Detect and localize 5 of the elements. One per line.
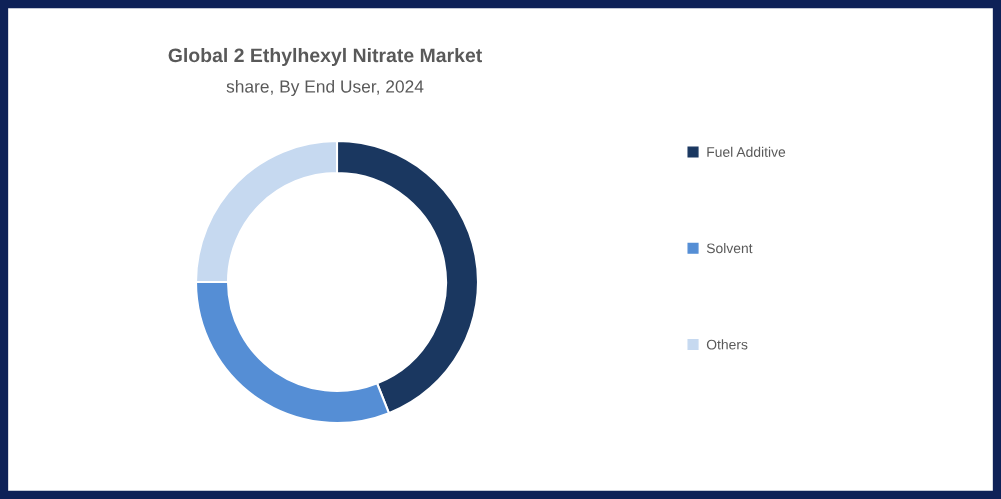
legend-label: Fuel Additive	[707, 146, 786, 157]
chart-title: Global 2 Ethylhexyl Nitrate Market	[168, 47, 482, 67]
chart-subtitle: share, By End User, 2024	[226, 79, 424, 97]
legend-label: Solvent	[706, 243, 753, 254]
legend-label: Others	[706, 339, 748, 350]
